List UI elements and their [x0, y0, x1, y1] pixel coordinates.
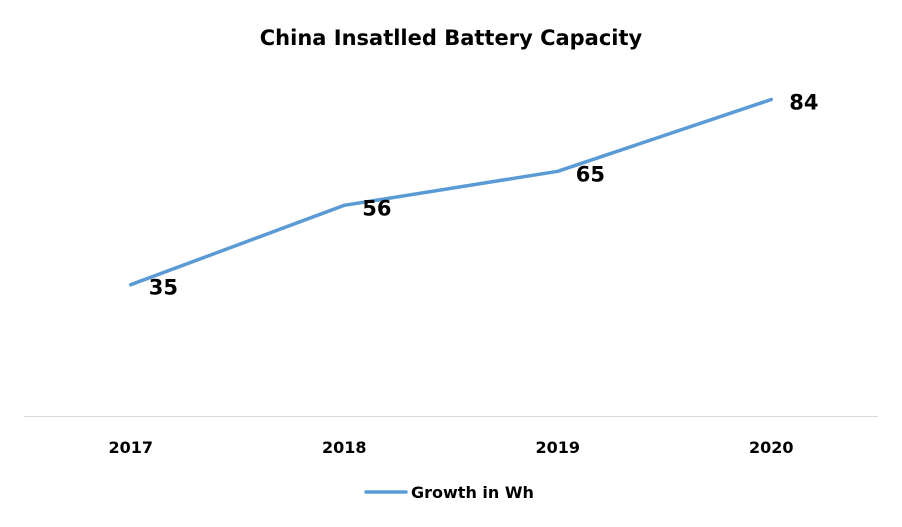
x-tick-label: 2018 — [322, 438, 367, 457]
data-label: 84 — [789, 90, 818, 114]
x-tick-label: 2020 — [749, 438, 794, 457]
series-line-growth-in-wh — [129, 97, 773, 287]
data-label: 65 — [576, 162, 605, 186]
legend: Growth in Wh — [364, 483, 534, 502]
legend-label: Growth in Wh — [411, 483, 534, 502]
chart-title: China Insatlled Battery Capacity — [260, 26, 643, 50]
data-label: 56 — [362, 196, 391, 220]
data-label: 35 — [149, 276, 178, 300]
x-tick-label: 2019 — [535, 438, 580, 457]
x-tick-label: 2017 — [108, 438, 153, 457]
